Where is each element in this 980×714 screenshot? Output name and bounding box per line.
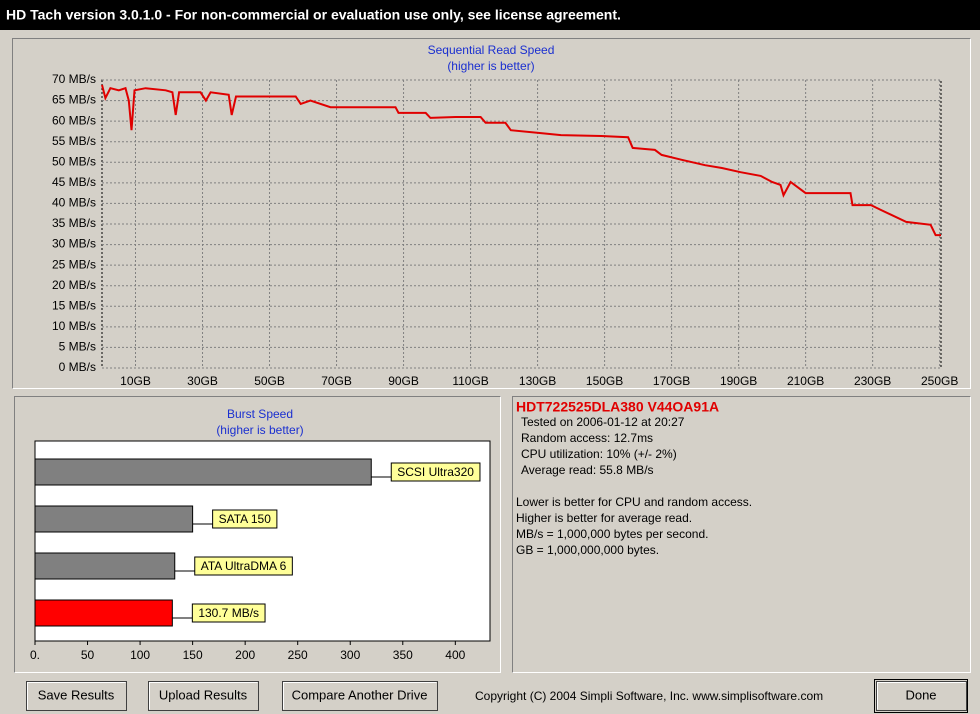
y-tick-label: 60 MB/s: [52, 113, 96, 127]
x-tick-label: 150GB: [586, 374, 623, 388]
x-tick-label: 0.: [30, 648, 40, 662]
x-tick-label: 10GB: [120, 374, 151, 388]
y-tick-label: 65 MB/s: [52, 93, 96, 107]
note-line: Higher is better for average read.: [516, 511, 692, 525]
y-tick-label: 5 MB/s: [59, 340, 96, 354]
button-label[interactable]: Save Results: [38, 687, 115, 702]
burst-title: Burst Speed: [227, 407, 293, 421]
y-tick-label: 0 MB/s: [59, 360, 96, 374]
x-tick-label: 110GB: [452, 374, 488, 388]
detail-line: Tested on 2006-01-12 at 20:27: [521, 415, 685, 429]
info-panel-edge: [512, 396, 971, 673]
seq-subtitle: (higher is better): [447, 59, 534, 73]
y-tick-label: 25 MB/s: [52, 257, 96, 271]
label-box: [390, 462, 481, 482]
info-panel: [512, 396, 971, 673]
detail-line: CPU utilization: 10% (+/- 2%): [521, 447, 677, 461]
copyright: Copyright (C) 2004 Simpli Software, Inc.…: [475, 689, 823, 703]
read-speed-line: [101, 84, 941, 237]
drive-name: HDT722525DLA380 V44OA91A: [516, 399, 719, 415]
bar-label: SATA 150: [219, 512, 272, 526]
x-tick-label: 190GB: [720, 374, 757, 388]
label-box: [212, 509, 278, 529]
x-tick-label: 90GB: [388, 374, 419, 388]
y-tick-label: 35 MB/s: [52, 216, 96, 230]
seq-panel-edge: [12, 38, 971, 389]
detail-line: Average read: 55.8 MB/s: [521, 463, 654, 477]
y-tick-label: 55 MB/s: [52, 134, 96, 148]
x-tick-label: 170GB: [653, 374, 690, 388]
note-line: GB = 1,000,000,000 bytes.: [516, 543, 659, 557]
button-highlight: [877, 682, 966, 710]
button[interactable]: [148, 681, 259, 711]
burst-subtitle: (higher is better): [216, 423, 303, 437]
bar-label: ATA UltraDMA 6: [201, 559, 287, 573]
bar: [34, 458, 372, 486]
title-bar: [0, 0, 980, 30]
detail-line: Random access: 12.7ms: [521, 431, 653, 445]
y-tick-label: 30 MB/s: [52, 237, 96, 251]
y-tick-label: 45 MB/s: [52, 175, 96, 189]
button[interactable]: [876, 681, 967, 711]
label-box: [194, 556, 293, 576]
button-focus: [874, 679, 968, 713]
burst-panel-edge: [14, 396, 501, 673]
bar: [34, 552, 176, 580]
bar-label: SCSI Ultra320: [397, 465, 474, 479]
x-tick-label: 230GB: [854, 374, 891, 388]
button-highlight: [283, 682, 437, 710]
x-tick-label: 210GB: [787, 374, 824, 388]
bar: [34, 599, 173, 627]
x-tick-label: 130GB: [519, 374, 556, 388]
y-tick-label: 50 MB/s: [52, 154, 96, 168]
x-tick-label: 30GB: [187, 374, 218, 388]
x-tick-label: 100: [130, 648, 150, 662]
y-tick-label: 70 MB/s: [52, 72, 96, 86]
window-title: HD Tach version 3.0.1.0 - For non-commer…: [6, 7, 621, 23]
note-line: MB/s = 1,000,000 bytes per second.: [516, 527, 708, 541]
button-label[interactable]: Done: [905, 687, 936, 702]
x-tick-label: 50GB: [254, 374, 285, 388]
y-tick-label: 40 MB/s: [52, 196, 96, 210]
button[interactable]: [26, 681, 127, 711]
x-tick-label: 150: [183, 648, 203, 662]
y-tick-label: 15 MB/s: [52, 298, 96, 312]
plot-area: [101, 79, 942, 369]
y-tick-label: 20 MB/s: [52, 278, 96, 292]
y-tick-label: 10 MB/s: [52, 319, 96, 333]
x-tick-label: 250GB: [921, 374, 958, 388]
button-label[interactable]: Upload Results: [159, 687, 248, 702]
note-line: Lower is better for CPU and random acces…: [516, 495, 752, 509]
button-highlight: [149, 682, 258, 710]
x-tick-label: 70GB: [321, 374, 352, 388]
bar-label: 130.7 MB/s: [198, 606, 259, 620]
x-tick-label: 350: [393, 648, 413, 662]
x-tick-label: 300: [340, 648, 360, 662]
x-tick-label: 400: [445, 648, 465, 662]
button-highlight: [27, 682, 126, 710]
label-box: [191, 603, 266, 623]
x-tick-label: 50: [81, 648, 95, 662]
bar: [34, 505, 194, 533]
seq-title: Sequential Read Speed: [428, 43, 555, 57]
x-tick-label: 250: [288, 648, 308, 662]
button[interactable]: [282, 681, 438, 711]
x-tick-label: 200: [235, 648, 255, 662]
button-label[interactable]: Compare Another Drive: [292, 687, 428, 702]
